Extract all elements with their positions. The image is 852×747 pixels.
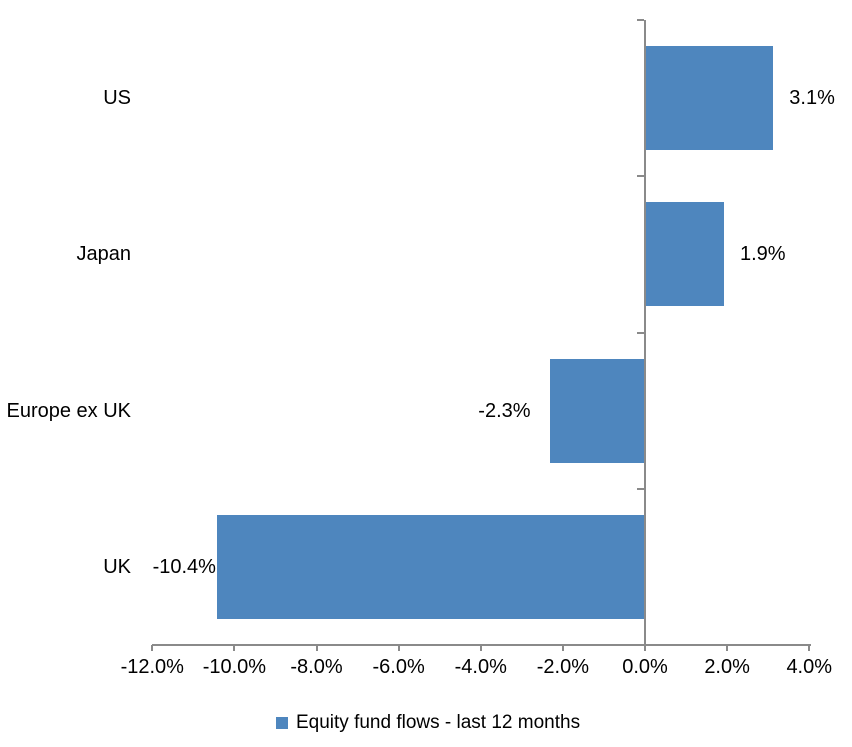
category-label: UK [103,555,131,578]
x-axis-tick-label: 2.0% [704,656,750,678]
x-axis-tick-label: -4.0% [454,656,507,678]
x-axis-tick-label: 0.0% [622,656,668,678]
x-axis-tick [726,645,729,651]
legend-label: Equity fund flows - last 12 months [296,712,581,733]
category-label: US [103,87,131,110]
y-axis-tick [637,331,644,334]
x-axis-tick [151,645,154,651]
x-axis-tick [561,645,564,651]
bar [549,358,644,463]
x-axis-tick [479,645,482,651]
bar-value-label: -10.4% [152,555,216,578]
x-axis-tick-label: 4.0% [786,656,833,678]
x-axis-tick-label: -6.0% [372,656,425,678]
y-axis-tick [637,175,644,178]
y-axis-line [644,20,646,651]
x-axis-tick-label: -2.0% [536,656,589,678]
x-axis-tick [233,645,236,651]
x-axis-tick-label: -10.0% [202,656,267,678]
x-axis-tick [397,645,400,651]
bar-value-label: 1.9% [740,243,786,266]
x-axis-tick [315,645,318,651]
x-axis-tick-label: -12.0% [120,656,184,678]
x-axis-tick [808,645,811,651]
y-axis-tick [637,19,644,21]
bar-value-label: -2.3% [478,399,531,422]
category-label: Europe ex UK [6,399,131,422]
x-axis-tick-label: -8.0% [290,656,343,678]
bar [646,46,774,151]
category-label: Japan [76,243,132,266]
y-axis-tick [637,487,644,490]
bar-value-label: 3.1% [789,87,835,110]
legend-swatch [276,717,288,729]
bar [216,514,644,619]
bar [646,202,724,307]
x-axis-tick [644,645,646,651]
legend: Equity fund flows - last 12 months [276,710,580,736]
